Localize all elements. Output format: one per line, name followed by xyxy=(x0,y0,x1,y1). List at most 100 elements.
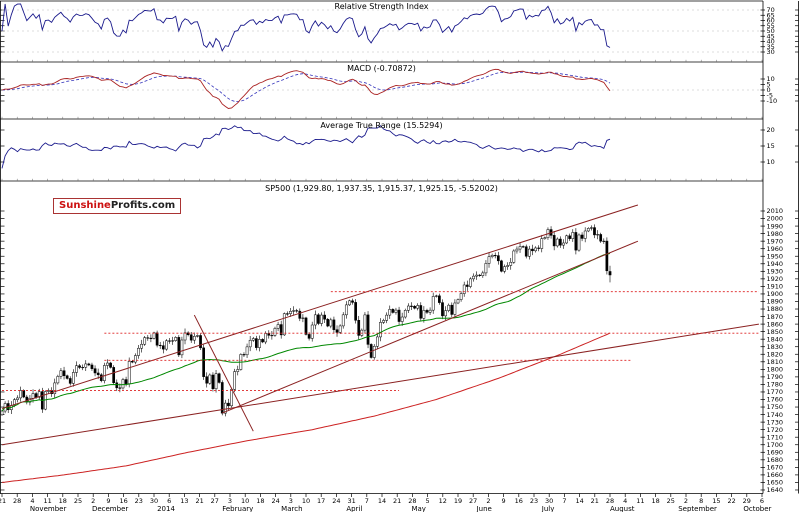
y-axis-label: 1800 xyxy=(767,366,784,374)
candle-body xyxy=(543,237,547,239)
x-axis-day-label: 3 xyxy=(289,497,293,505)
candle-body xyxy=(168,340,171,342)
candle-body xyxy=(338,325,342,333)
candle-body xyxy=(590,227,593,229)
candle-body xyxy=(431,296,435,311)
candle-body xyxy=(155,332,159,346)
y-axis-label: 1930 xyxy=(767,268,784,276)
x-axis-day-label: 30 xyxy=(545,497,553,505)
candle-body xyxy=(527,248,531,257)
candle-body xyxy=(189,334,193,341)
candle-body xyxy=(19,390,22,399)
y-axis-label: 10 xyxy=(767,158,775,166)
x-axis-day-label: 13 xyxy=(180,497,188,505)
y-axis-label: 1650 xyxy=(767,479,784,487)
x-axis-day-label: 22 xyxy=(727,497,735,505)
candle-body xyxy=(202,347,205,377)
candle-body xyxy=(292,310,295,312)
candle-body xyxy=(68,378,72,384)
candle-body xyxy=(109,362,112,368)
candle-body xyxy=(459,293,463,300)
y-axis-label: 40 xyxy=(767,38,775,46)
candle-body xyxy=(99,374,103,381)
candle-body xyxy=(127,361,131,384)
y-axis-label: 1990 xyxy=(767,222,784,230)
candle-body xyxy=(354,302,357,321)
candle-body xyxy=(96,372,100,376)
candle-body xyxy=(276,324,280,329)
y-axis-label: 15 xyxy=(767,142,775,150)
candle-body xyxy=(413,305,416,309)
x-axis-day-label: 27 xyxy=(211,497,219,505)
x-axis-day-label: 3 xyxy=(228,497,232,505)
y-axis-label: 20 xyxy=(767,126,775,134)
y-axis-label: 1740 xyxy=(767,411,784,419)
y-axis-label: 1920 xyxy=(767,275,784,283)
ma200-line xyxy=(1,332,611,483)
candle-body xyxy=(397,309,401,322)
y-axis-label: 1900 xyxy=(767,290,784,298)
candle-body xyxy=(441,302,444,317)
candle-body xyxy=(323,314,326,320)
x-axis-day-label: 19 xyxy=(454,497,462,505)
candle-body xyxy=(205,376,209,384)
candle-body xyxy=(255,338,258,348)
y-axis-label: 1860 xyxy=(767,320,784,328)
candle-body xyxy=(149,337,153,339)
candle-body xyxy=(174,337,178,341)
candle-body xyxy=(71,372,75,384)
candle-body xyxy=(310,324,314,339)
x-axis-month-label: December xyxy=(92,505,128,512)
candle-body xyxy=(382,320,385,323)
candle-body xyxy=(403,310,407,318)
candle-body xyxy=(0,410,4,416)
candle-body xyxy=(236,369,240,372)
trendline xyxy=(1,323,759,446)
candle-body xyxy=(465,284,469,287)
candle-body xyxy=(230,389,233,407)
y-axis-label: 1840 xyxy=(767,335,784,343)
candle-body xyxy=(419,305,423,319)
x-axis-day-label: 25 xyxy=(74,497,82,505)
y-axis-label: 70 xyxy=(767,6,775,14)
candle-body xyxy=(313,314,317,326)
candle-body xyxy=(171,340,174,342)
candle-body xyxy=(586,228,590,232)
y-axis-label: 1850 xyxy=(767,328,784,336)
candle-body xyxy=(106,362,109,366)
candle-body xyxy=(320,314,323,324)
candle-body xyxy=(456,299,460,304)
x-axis-day-label: 18 xyxy=(256,497,264,505)
candle-body xyxy=(388,309,392,316)
x-axis-day-label: 28 xyxy=(13,497,21,505)
candle-body xyxy=(500,260,503,272)
sunshine-profits-logo: SunshineProfits.com xyxy=(53,198,182,214)
y-axis-label: 65 xyxy=(767,11,775,19)
x-axis-day-label: 23 xyxy=(530,497,538,505)
candle-body xyxy=(444,310,447,317)
x-axis-month-label: July xyxy=(541,505,555,512)
candle-body xyxy=(496,255,500,262)
x-axis-day-label: 25 xyxy=(667,497,675,505)
y-axis-label: 45 xyxy=(767,32,775,40)
x-axis-day-label: 29 xyxy=(743,497,751,505)
y-axis-label: 1780 xyxy=(767,381,784,389)
candle-body xyxy=(577,234,581,251)
y-axis-label: 1690 xyxy=(767,448,784,456)
x-axis-day-label: 11 xyxy=(636,497,644,505)
candle-body xyxy=(93,368,97,374)
y-axis-label: 1890 xyxy=(767,298,784,306)
x-axis-month-label: November xyxy=(30,505,67,512)
x-axis-day-label: 2 xyxy=(684,497,688,505)
candle-body xyxy=(115,382,119,389)
x-axis-day-label: 14 xyxy=(378,497,386,505)
candle-body xyxy=(84,363,88,368)
candle-body xyxy=(450,304,454,315)
y-axis-label: 1960 xyxy=(767,245,784,253)
candle-body xyxy=(286,313,289,315)
y-axis-label: 1660 xyxy=(767,471,784,479)
y-axis-label: 10 xyxy=(767,75,775,83)
y-axis-label: 1880 xyxy=(767,305,784,313)
candle-body xyxy=(317,314,320,324)
x-axis-month-label: March xyxy=(281,505,302,512)
